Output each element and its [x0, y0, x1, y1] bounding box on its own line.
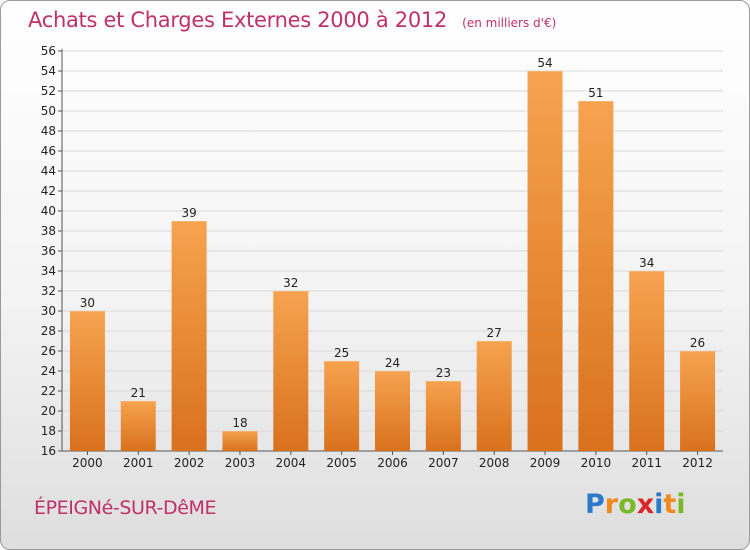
y-tick-label: 48: [41, 124, 56, 138]
y-tick-label: 50: [41, 104, 56, 118]
x-tick-label: 2009: [530, 456, 561, 470]
data-label: 30: [80, 296, 95, 310]
data-label: 54: [537, 56, 552, 70]
data-label: 24: [385, 356, 400, 370]
y-tick-label: 32: [41, 284, 56, 298]
place-name: ÉPEIGNé-SUR-DêME: [34, 497, 217, 519]
x-tick-label: 2007: [428, 456, 459, 470]
x-tick-label: 2003: [225, 456, 256, 470]
bar: [375, 371, 410, 451]
y-tick-label: 54: [41, 64, 56, 78]
y-tick-label: 34: [41, 264, 56, 278]
data-label: 23: [436, 366, 451, 380]
y-tick-label: 30: [41, 304, 56, 318]
bar: [171, 221, 207, 451]
y-tick-label: 38: [41, 224, 56, 238]
data-label: 39: [181, 206, 196, 220]
bar: [476, 341, 512, 451]
x-tick-label: 2011: [631, 456, 662, 470]
bars: [69, 71, 716, 451]
bar: [527, 71, 563, 451]
y-tick-label: 52: [41, 84, 56, 98]
data-label: 21: [131, 386, 146, 400]
y-tick-label: 18: [41, 424, 56, 438]
y-tick-label: 46: [41, 144, 56, 158]
y-tick-label: 36: [41, 244, 56, 258]
bar: [680, 351, 716, 451]
chart-title: Achats et Charges Externes 2000 à 2012: [28, 8, 448, 32]
data-label: 51: [588, 86, 603, 100]
x-tick-label: 2006: [377, 456, 408, 470]
bar: [69, 311, 105, 451]
x-tick-label: 2008: [479, 456, 510, 470]
x-tick-label: 2005: [326, 456, 357, 470]
x-tick-label: 2004: [276, 456, 307, 470]
y-tick-label: 16: [41, 444, 56, 458]
data-label: 34: [639, 256, 654, 270]
y-tick-label: 40: [41, 204, 56, 218]
y-tick-label: 28: [41, 324, 56, 338]
x-tick-label: 2002: [174, 456, 205, 470]
labels: 2000 30 2001 21 2002 39 2003 18 2004 32 2005 25 2006…: [72, 56, 713, 470]
data-label: 25: [334, 346, 349, 360]
y-tick-label: 24: [41, 364, 56, 378]
bar: [324, 361, 360, 451]
chart-unit: (en milliers d'€): [462, 16, 557, 30]
bar: [425, 381, 461, 451]
data-label: 18: [232, 416, 247, 430]
data-label: 26: [690, 336, 705, 350]
bar: [120, 401, 156, 451]
y-tick-label: 44: [41, 164, 56, 178]
data-label: 27: [487, 326, 502, 340]
data-label: 32: [283, 276, 298, 290]
y-tick-label: 20: [41, 404, 56, 418]
bar: [629, 271, 665, 451]
bar: [578, 101, 614, 451]
bar: [273, 291, 309, 451]
proxiti-logo: Proxiti: [585, 489, 686, 520]
y-tick-label: 42: [41, 184, 56, 198]
x-tick-label: 2000: [72, 456, 103, 470]
y-tick-label: 26: [41, 344, 56, 358]
x-tick-label: 2010: [581, 456, 612, 470]
bar: [222, 431, 258, 451]
x-tick-label: 2012: [682, 456, 713, 470]
y-tick-label: 22: [41, 384, 56, 398]
chart-title-block: Achats et Charges Externes 2000 à 2012 (…: [28, 8, 556, 32]
x-tick-label: 2001: [123, 456, 154, 470]
y-tick-label: 56: [41, 44, 56, 58]
